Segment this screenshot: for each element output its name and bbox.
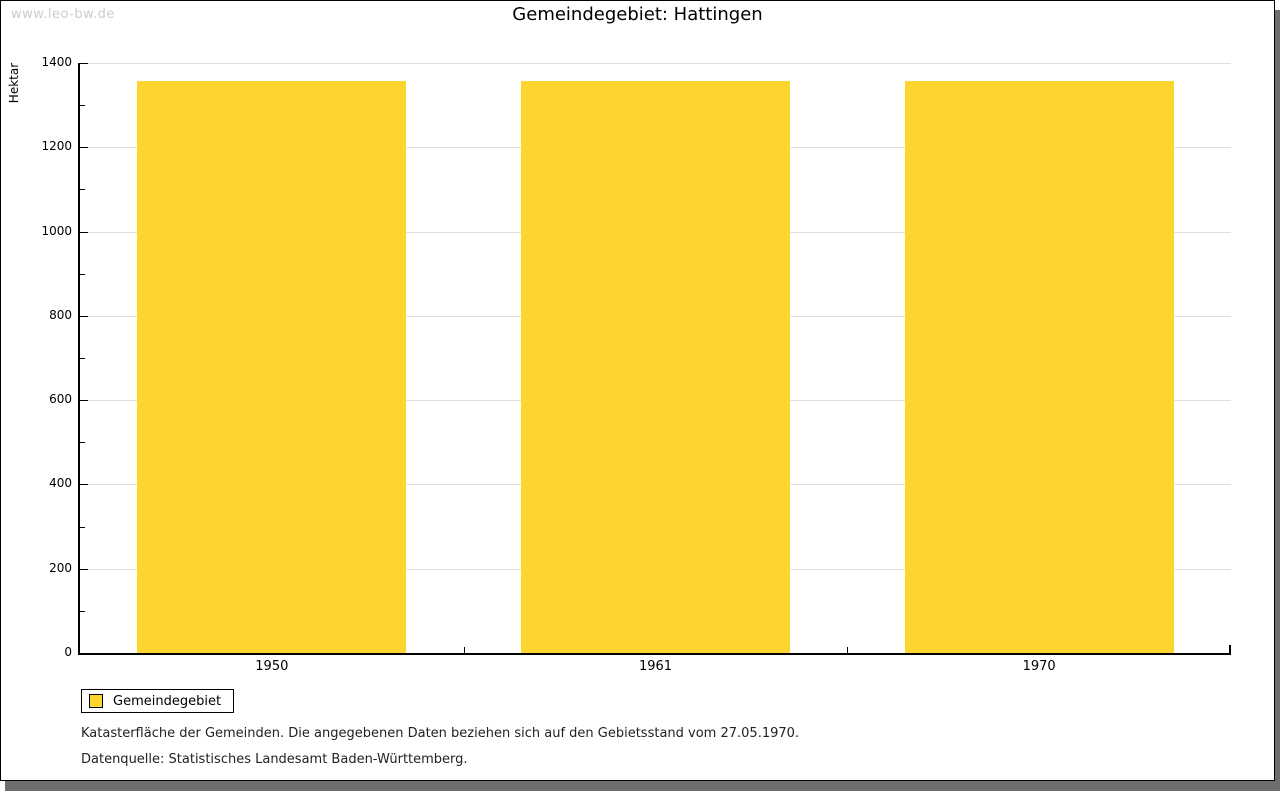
x-axis-line xyxy=(78,653,1231,655)
y-major-tick xyxy=(80,568,88,570)
bar-1961[interactable] xyxy=(521,80,790,653)
y-major-tick xyxy=(80,484,88,486)
y-minor-tick xyxy=(80,273,85,275)
y-gridline xyxy=(80,63,1231,64)
y-tick-label: 600 xyxy=(49,392,72,407)
y-axis-line xyxy=(78,63,80,655)
y-tick-label: 1400 xyxy=(41,55,72,69)
y-minor-tick xyxy=(80,526,85,528)
y-minor-tick xyxy=(80,358,85,359)
legend-label: Gemeindegebiet xyxy=(113,693,222,709)
y-minor-tick xyxy=(80,189,85,191)
x-axis-end-tick xyxy=(1229,645,1231,653)
y-tick-label: 800 xyxy=(49,307,72,322)
legend-swatch-icon xyxy=(89,694,103,708)
bar-1970[interactable] xyxy=(905,80,1174,653)
x-tick xyxy=(847,647,848,653)
y-major-tick xyxy=(80,400,88,402)
y-major-tick xyxy=(80,315,88,317)
legend[interactable]: Gemeindegebiet xyxy=(81,689,235,713)
y-minor-tick xyxy=(80,442,85,444)
y-tick-label: 400 xyxy=(49,476,72,491)
x-tick-label-1961: 1961 xyxy=(638,659,673,674)
x-tick xyxy=(464,647,465,653)
y-minor-tick xyxy=(80,105,85,107)
watermark: www.leo-bw.de xyxy=(11,7,115,22)
y-minor-tick xyxy=(80,610,85,612)
y-tick-label: 200 xyxy=(49,560,72,575)
y-major-tick xyxy=(80,147,88,149)
y-tick-label: 0 xyxy=(64,645,72,659)
bar-1950[interactable] xyxy=(137,80,406,653)
x-tick-label-1970: 1970 xyxy=(1022,659,1056,674)
y-major-tick xyxy=(80,231,88,233)
x-tick-label-1950: 1950 xyxy=(255,659,289,674)
y-tick-label: 1000 xyxy=(41,223,72,238)
y-major-tick xyxy=(80,63,88,64)
chart-title: Gemeindegebiet: Hattingen xyxy=(512,4,763,25)
y-tick-label: 1200 xyxy=(41,139,72,154)
caption-gebietsstand: Katasterfläche der Gemeinden. Die angege… xyxy=(81,726,800,741)
caption-datenquelle: Datenquelle: Statistisches Landesamt Bad… xyxy=(81,752,468,767)
